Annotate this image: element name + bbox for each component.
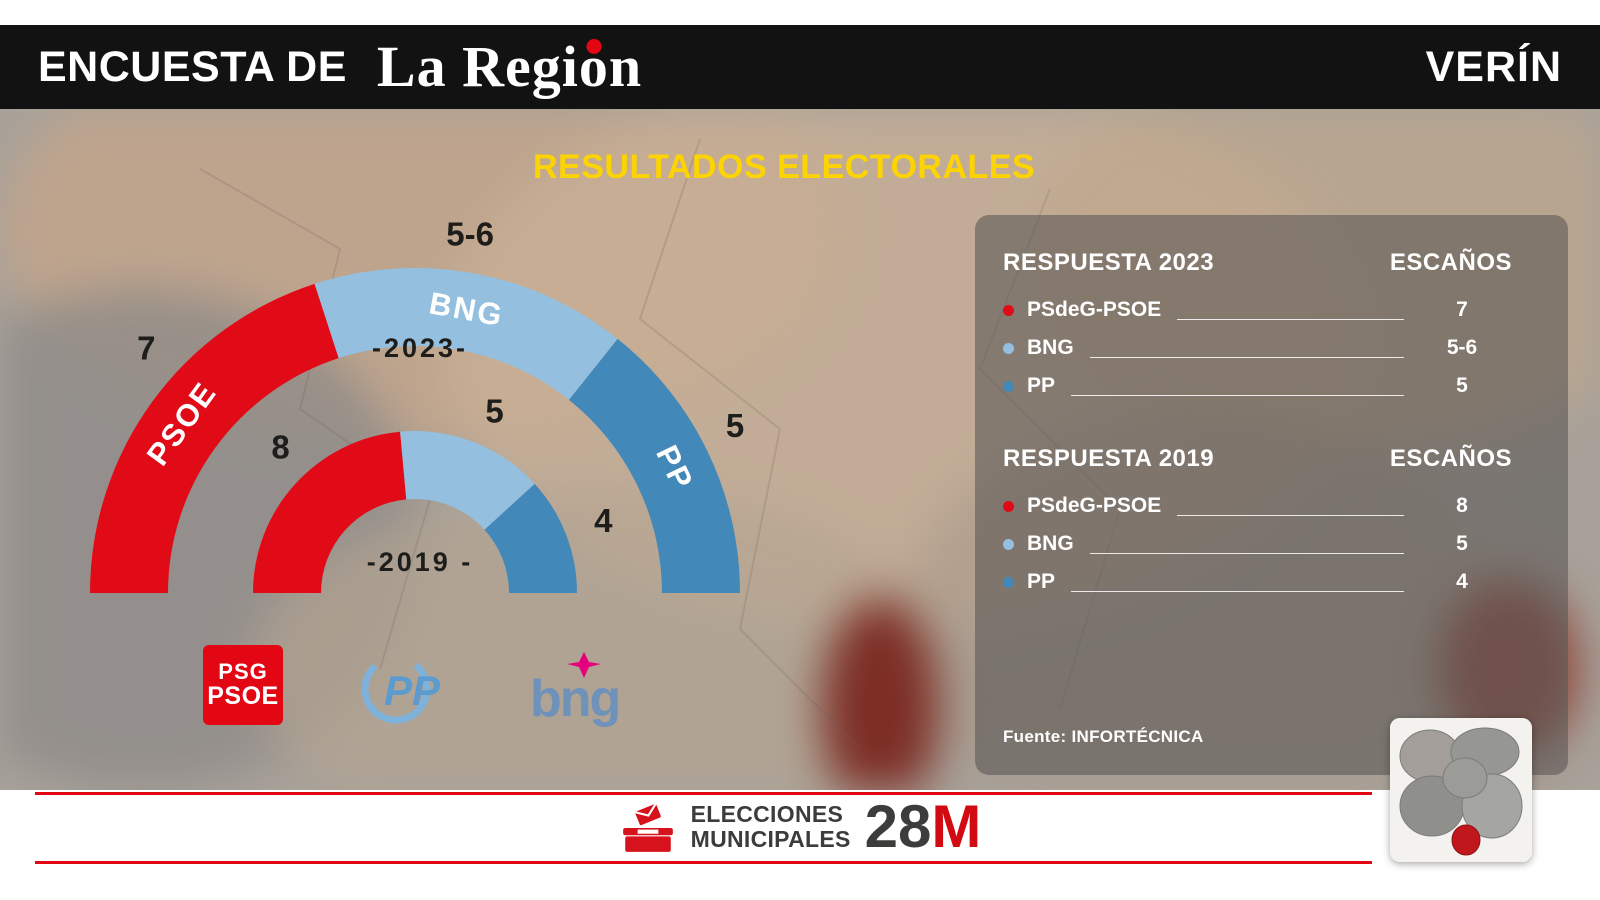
pp-logo-text: PP — [384, 667, 441, 714]
arc-2023-pp — [569, 338, 740, 593]
election-date: 28M — [865, 797, 982, 857]
logo-text-post: n — [608, 34, 643, 99]
party-name: PSdeG-PSOE — [1027, 298, 1162, 321]
footer-bar: ELECCIONES MUNICIPALES 28M — [0, 790, 1600, 900]
seat-count: 5 — [1456, 532, 1468, 555]
footer-content: ELECCIONES MUNICIPALES 28M — [0, 795, 1600, 859]
section-2019-rows: PSdeG-PSOE 8 BNG 5 PP 4 — [1003, 487, 1512, 601]
arc-2019-bng — [400, 431, 535, 530]
table-row: PSdeG-PSOE 8 — [1003, 487, 1512, 525]
party-name: PP — [1027, 570, 1056, 593]
header-bar: ENCUESTA DE La Regio n VERÍN — [0, 25, 1600, 109]
elections-caption-line2: MUNICIPALES — [690, 826, 851, 852]
leader-line — [1071, 591, 1404, 592]
table-row: BNG 5 — [1003, 525, 1512, 563]
seats-column-header: ESCAÑOS — [1389, 445, 1512, 472]
elections-caption-line1: ELECCIONES — [690, 800, 844, 827]
bng-star-icon — [567, 652, 601, 678]
table-row: PP 5 — [1003, 367, 1512, 405]
bng-party-logo: bng — [526, 650, 636, 735]
party-name: PSdeG-PSOE — [1027, 494, 1162, 517]
seat-value-label: 5 — [485, 393, 503, 430]
section-2019-header: RESPUESTA 2019 ESCAÑOS — [1003, 445, 1512, 473]
seat-value-label: 8 — [271, 429, 289, 466]
psoe-party-logo: PSG PSOE — [203, 645, 283, 725]
logo-o-with-dot: o — [579, 38, 609, 96]
year-label: -2019 - — [367, 547, 474, 577]
survey-title: ENCUESTA DE — [38, 42, 347, 91]
pp-logo-graphic: PP — [361, 654, 441, 724]
party-color-dot — [1003, 380, 1014, 392]
section-2023-rows: PSdeG-PSOE 7 BNG 5-6 PP 5 — [1003, 291, 1512, 405]
seat-value-label: 5 — [726, 407, 744, 444]
party-color-dot — [1003, 342, 1014, 354]
seat-count: 4 — [1456, 570, 1468, 593]
seat-value-label: 4 — [594, 502, 613, 539]
party-name: BNG — [1027, 336, 1074, 359]
party-color-dot — [1003, 538, 1014, 550]
arc-2023-bng — [314, 268, 618, 400]
seats-column-header: ESCAÑOS — [1389, 249, 1512, 276]
leader-line — [1071, 395, 1404, 396]
red-dot-icon — [586, 39, 602, 54]
party-color-dot — [1003, 576, 1014, 588]
footer-bottom-rule — [35, 861, 1372, 864]
party-color-dot — [1003, 500, 1014, 512]
leader-line — [1177, 515, 1404, 516]
seat-count: 7 — [1456, 298, 1468, 321]
date-number: 28 — [864, 793, 932, 860]
leader-line — [1089, 357, 1404, 358]
region-minimap — [1390, 718, 1532, 862]
bng-logo-graphic: bng — [530, 652, 621, 728]
pp-party-logo: PP — [356, 645, 460, 738]
section-title: RESPUESTA 2019 — [1003, 445, 1215, 472]
table-row: PP 4 — [1003, 563, 1512, 601]
seat-count: 5-6 — [1446, 336, 1478, 359]
source-credit: Fuente: INFORTÉCNICA — [1003, 727, 1204, 746]
year-label: -2023- — [372, 333, 468, 363]
seat-count: 5 — [1456, 374, 1468, 397]
table-row: BNG 5-6 — [1003, 329, 1512, 367]
page-title: RESULTADOS ELECTORALES — [533, 148, 1036, 186]
bng-logo-text: bng — [530, 670, 619, 728]
location-title: VERÍN — [1425, 42, 1562, 91]
top-white-strip — [0, 0, 1600, 25]
arc-2019-psoe — [253, 431, 407, 593]
section-2023-header: RESPUESTA 2023 ESCAÑOS — [1003, 249, 1512, 277]
minimap-graphic — [1390, 718, 1532, 862]
logo-text-pre: La Regi — [376, 34, 579, 99]
elections-caption: ELECCIONES MUNICIPALES — [690, 800, 851, 853]
party-name: PP — [1027, 374, 1056, 397]
seat-value-label: 7 — [137, 329, 155, 366]
arc-2019-pp — [484, 483, 577, 593]
psoe-logo-line1: PSG — [218, 659, 268, 685]
results-panel: RESPUESTA 2023 ESCAÑOS PSdeG-PSOE 7 BNG … — [975, 215, 1568, 775]
minimap-highlight-region — [1451, 824, 1481, 856]
arc-2023-psoe — [90, 283, 339, 593]
party-color-dot — [1003, 304, 1014, 316]
party-name: BNG — [1027, 532, 1074, 555]
seat-count: 8 — [1456, 494, 1468, 517]
footer-top-rule — [35, 792, 1372, 795]
leader-line — [1177, 319, 1404, 320]
seat-value-label: 5-6 — [446, 215, 494, 252]
ballot-box-icon — [622, 803, 673, 852]
psoe-logo-line2: PSOE — [207, 682, 279, 711]
section-title: RESPUESTA 2023 — [1003, 249, 1215, 276]
date-suffix: M — [931, 793, 982, 860]
table-row: PSdeG-PSOE 7 — [1003, 291, 1512, 329]
newspaper-logo: La Regio n — [377, 38, 642, 96]
leader-line — [1089, 553, 1404, 554]
